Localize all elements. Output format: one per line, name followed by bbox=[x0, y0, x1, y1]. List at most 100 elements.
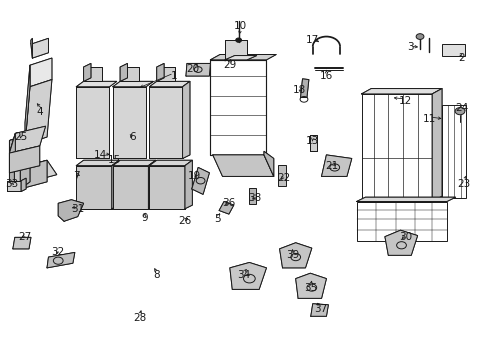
Text: 24: 24 bbox=[454, 103, 467, 113]
Polygon shape bbox=[83, 63, 91, 81]
Polygon shape bbox=[9, 134, 15, 173]
Text: 27: 27 bbox=[19, 232, 32, 242]
Polygon shape bbox=[83, 67, 102, 81]
Text: 39: 39 bbox=[286, 250, 299, 260]
Polygon shape bbox=[76, 160, 119, 166]
Text: 15: 15 bbox=[107, 155, 121, 165]
Polygon shape bbox=[20, 160, 30, 189]
Text: 28: 28 bbox=[133, 313, 146, 323]
Text: 7: 7 bbox=[73, 171, 80, 181]
Polygon shape bbox=[20, 160, 47, 189]
Polygon shape bbox=[113, 166, 148, 209]
Circle shape bbox=[235, 38, 241, 42]
Polygon shape bbox=[58, 200, 83, 221]
Polygon shape bbox=[112, 160, 119, 209]
Polygon shape bbox=[431, 89, 441, 202]
Polygon shape bbox=[224, 40, 246, 60]
Polygon shape bbox=[191, 167, 209, 194]
Polygon shape bbox=[309, 135, 316, 151]
Polygon shape bbox=[47, 252, 75, 268]
Polygon shape bbox=[212, 155, 273, 176]
Polygon shape bbox=[21, 178, 26, 192]
Text: 5: 5 bbox=[214, 215, 221, 224]
Text: 4: 4 bbox=[36, 107, 43, 117]
Polygon shape bbox=[185, 63, 210, 76]
Polygon shape bbox=[76, 81, 117, 87]
Polygon shape bbox=[182, 81, 189, 158]
Bar bbox=[277, 165, 286, 186]
Polygon shape bbox=[184, 160, 192, 209]
Text: 17: 17 bbox=[305, 35, 319, 45]
Polygon shape bbox=[113, 160, 156, 166]
Polygon shape bbox=[31, 39, 32, 58]
Polygon shape bbox=[295, 273, 326, 298]
Text: 38: 38 bbox=[248, 193, 261, 203]
Polygon shape bbox=[149, 160, 192, 166]
Bar bbox=[441, 44, 465, 56]
Polygon shape bbox=[279, 243, 311, 268]
Polygon shape bbox=[32, 39, 48, 58]
Text: 1: 1 bbox=[170, 71, 177, 81]
Text: 23: 23 bbox=[456, 179, 469, 189]
Text: 21: 21 bbox=[325, 161, 338, 171]
Text: 13: 13 bbox=[305, 136, 319, 145]
Bar bbox=[249, 188, 256, 204]
Polygon shape bbox=[229, 262, 266, 289]
Polygon shape bbox=[219, 202, 233, 214]
Polygon shape bbox=[9, 126, 45, 153]
Polygon shape bbox=[157, 67, 175, 81]
Text: 9: 9 bbox=[141, 213, 147, 222]
Polygon shape bbox=[76, 87, 109, 158]
Text: 6: 6 bbox=[129, 132, 135, 142]
Polygon shape bbox=[25, 80, 52, 144]
Bar bbox=[356, 202, 446, 241]
Text: 2: 2 bbox=[457, 53, 464, 63]
Text: 29: 29 bbox=[223, 60, 236, 70]
Polygon shape bbox=[30, 58, 52, 87]
Polygon shape bbox=[20, 160, 57, 182]
Polygon shape bbox=[113, 81, 153, 87]
Polygon shape bbox=[300, 79, 308, 98]
Polygon shape bbox=[120, 63, 127, 81]
Polygon shape bbox=[356, 197, 455, 202]
Polygon shape bbox=[149, 87, 182, 158]
Circle shape bbox=[454, 108, 464, 115]
Bar bbox=[441, 105, 466, 198]
Polygon shape bbox=[264, 151, 273, 176]
Text: 16: 16 bbox=[319, 71, 332, 81]
Polygon shape bbox=[310, 304, 328, 316]
Text: 18: 18 bbox=[292, 85, 305, 95]
Polygon shape bbox=[9, 146, 40, 173]
Polygon shape bbox=[9, 137, 20, 187]
Polygon shape bbox=[25, 65, 30, 144]
Polygon shape bbox=[149, 81, 189, 87]
Polygon shape bbox=[76, 166, 112, 209]
Polygon shape bbox=[157, 63, 163, 81]
Text: 10: 10 bbox=[234, 21, 246, 31]
Polygon shape bbox=[210, 54, 276, 60]
Polygon shape bbox=[148, 160, 156, 209]
Polygon shape bbox=[149, 166, 184, 209]
Text: 11: 11 bbox=[422, 114, 435, 124]
Text: 36: 36 bbox=[222, 198, 235, 208]
Polygon shape bbox=[384, 230, 417, 255]
Text: 26: 26 bbox=[178, 216, 191, 226]
Text: 30: 30 bbox=[398, 232, 411, 242]
Text: 20: 20 bbox=[186, 64, 200, 74]
Text: 14: 14 bbox=[94, 150, 107, 160]
Polygon shape bbox=[120, 67, 139, 81]
Text: 33: 33 bbox=[5, 179, 18, 189]
Text: 12: 12 bbox=[398, 96, 411, 106]
Text: 31: 31 bbox=[71, 204, 84, 214]
Text: 34: 34 bbox=[236, 270, 250, 280]
Text: 37: 37 bbox=[313, 304, 326, 314]
Polygon shape bbox=[361, 89, 441, 94]
Polygon shape bbox=[13, 237, 31, 249]
Polygon shape bbox=[6, 181, 21, 192]
Text: 8: 8 bbox=[153, 270, 160, 280]
Text: 3: 3 bbox=[406, 42, 413, 52]
Polygon shape bbox=[9, 139, 14, 187]
Text: 22: 22 bbox=[276, 173, 289, 183]
Text: 32: 32 bbox=[52, 247, 65, 257]
Text: 25: 25 bbox=[15, 132, 28, 142]
